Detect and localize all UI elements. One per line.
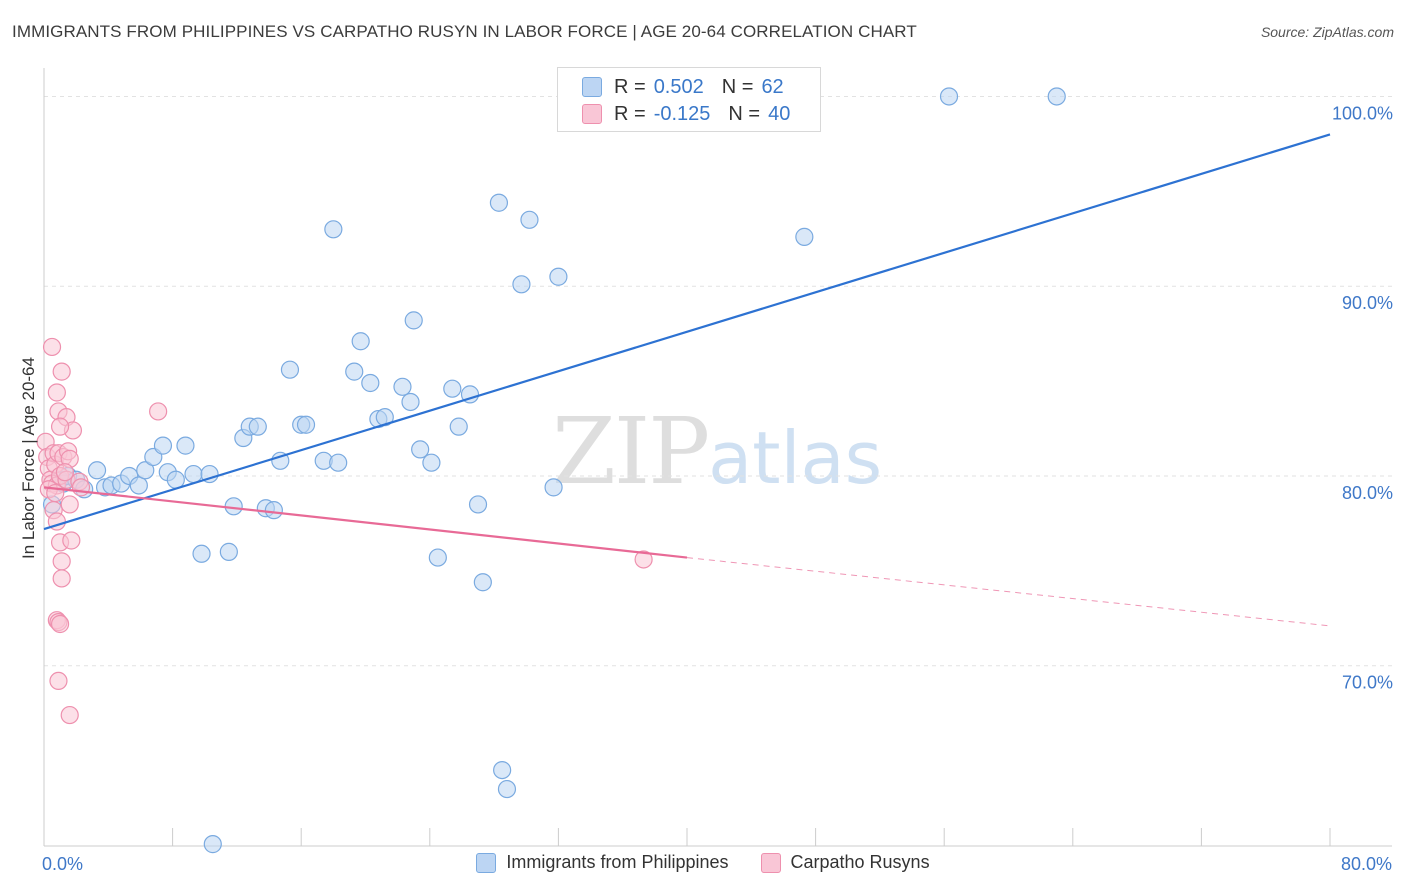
point-carpatho — [42, 337, 62, 357]
legend-swatch-blue — [582, 77, 602, 97]
legend-series-label: Carpatho Rusyns — [790, 852, 930, 872]
point-philippines — [939, 87, 959, 106]
point-philippines — [468, 495, 488, 514]
trend-line-philippines — [43, 133, 1331, 531]
legend-n-label: N = — [728, 102, 761, 125]
point-philippines — [324, 220, 343, 239]
point-carpatho — [71, 478, 91, 497]
legend-r-label: R = — [614, 102, 646, 125]
x-tick-label: 80.0% — [1341, 854, 1392, 874]
legend-r-value: 0.502 — [653, 75, 704, 98]
legend-item-carpatho[interactable]: Carpatho Rusyns — [760, 852, 930, 873]
point-philippines — [795, 227, 814, 246]
point-philippines — [351, 332, 370, 351]
point-philippines — [1047, 87, 1066, 106]
watermark-atlas: atlas — [708, 416, 883, 500]
point-carpatho — [60, 705, 79, 725]
y-tick-label: 90.0% — [1342, 293, 1393, 313]
point-philippines — [428, 548, 447, 567]
legend-n-value: 62 — [761, 75, 784, 98]
point-carpatho — [55, 463, 74, 482]
point-philippines — [153, 436, 173, 455]
point-philippines — [87, 461, 107, 480]
point-philippines — [411, 440, 430, 459]
point-carpatho — [47, 383, 66, 402]
legend-n-value: 40 — [768, 102, 791, 125]
watermark-zip: ZIP — [552, 398, 710, 505]
point-philippines — [489, 193, 509, 212]
y-tick-label: 80.0% — [1342, 483, 1393, 503]
trend-line-carpatho — [43, 486, 688, 559]
point-philippines — [404, 311, 423, 330]
grid-lines — [44, 95, 1392, 667]
y-axis-label: In Labor Force | Age 20-64 — [19, 357, 38, 559]
point-philippines — [264, 501, 283, 520]
legend-n-label: N = — [721, 75, 754, 98]
axis-labels: 70.0% 80.0% 90.0% 100.0% 0.0% 80.0% In Labor F… — [19, 103, 1393, 874]
legend-series-label: Immigrants from Philippines — [506, 852, 729, 872]
x-tick-label: 0.0% — [42, 854, 83, 874]
point-philippines — [549, 267, 568, 286]
correlation-legend: R = 0.502 N = 62 R = -0.125 N = 40 — [557, 67, 821, 132]
point-philippines — [192, 544, 211, 563]
point-philippines — [361, 373, 380, 393]
trend-lines — [43, 133, 1331, 627]
point-carpatho — [634, 550, 653, 569]
legend-swatch-blue — [476, 852, 497, 873]
point-philippines — [345, 362, 364, 381]
point-philippines — [200, 464, 219, 484]
trend-line-carpatho-extension — [686, 557, 1331, 627]
point-philippines — [393, 377, 412, 396]
point-philippines — [497, 779, 517, 799]
legend-swatch-pink — [582, 104, 602, 124]
y-tick-label: 70.0% — [1342, 673, 1393, 693]
point-philippines — [129, 476, 148, 495]
watermark: ZIPatlas — [552, 398, 882, 505]
legend-row-philippines: R = 0.502 N = 62 — [582, 74, 784, 100]
point-philippines — [493, 760, 512, 780]
point-philippines — [512, 275, 531, 294]
legend-row-carpatho: R = -0.125 N = 40 — [582, 101, 790, 127]
point-philippines — [271, 451, 290, 470]
point-philippines — [176, 436, 195, 455]
legend-r-value: -0.125 — [653, 102, 711, 125]
point-carpatho — [52, 552, 71, 571]
point-philippines — [422, 453, 441, 472]
point-philippines — [184, 464, 203, 484]
point-philippines — [520, 210, 539, 229]
legend-item-philippines[interactable]: Immigrants from Philippines — [476, 852, 729, 873]
point-carpatho — [62, 531, 81, 550]
point-philippines — [443, 379, 462, 398]
point-philippines — [329, 453, 348, 472]
point-carpatho — [50, 614, 70, 634]
point-philippines — [136, 461, 155, 480]
point-carpatho — [149, 402, 168, 421]
legend-swatch-pink — [760, 852, 781, 873]
series-legend: Immigrants from Philippines Carpatho Rus… — [0, 852, 1406, 873]
point-carpatho — [49, 671, 68, 691]
data-points — [36, 87, 1066, 854]
point-philippines — [280, 360, 300, 379]
point-carpatho — [52, 569, 71, 588]
point-philippines — [544, 478, 563, 497]
point-philippines — [296, 415, 316, 434]
point-philippines — [203, 835, 222, 854]
y-tick-label: 100.0% — [1332, 103, 1393, 123]
chart-title: IMMIGRANTS FROM PHILIPPINES VS CARPATHO … — [12, 22, 917, 41]
axes — [43, 68, 1392, 847]
point-philippines — [219, 542, 238, 561]
point-carpatho — [60, 495, 79, 514]
point-philippines — [401, 392, 420, 412]
point-philippines — [248, 417, 267, 436]
point-philippines — [473, 573, 492, 592]
legend-r-label: R = — [614, 75, 646, 98]
point-carpatho — [52, 362, 71, 381]
source-label: Source: ZipAtlas.com — [1260, 24, 1394, 40]
point-philippines — [449, 417, 468, 436]
point-carpatho — [50, 417, 70, 436]
